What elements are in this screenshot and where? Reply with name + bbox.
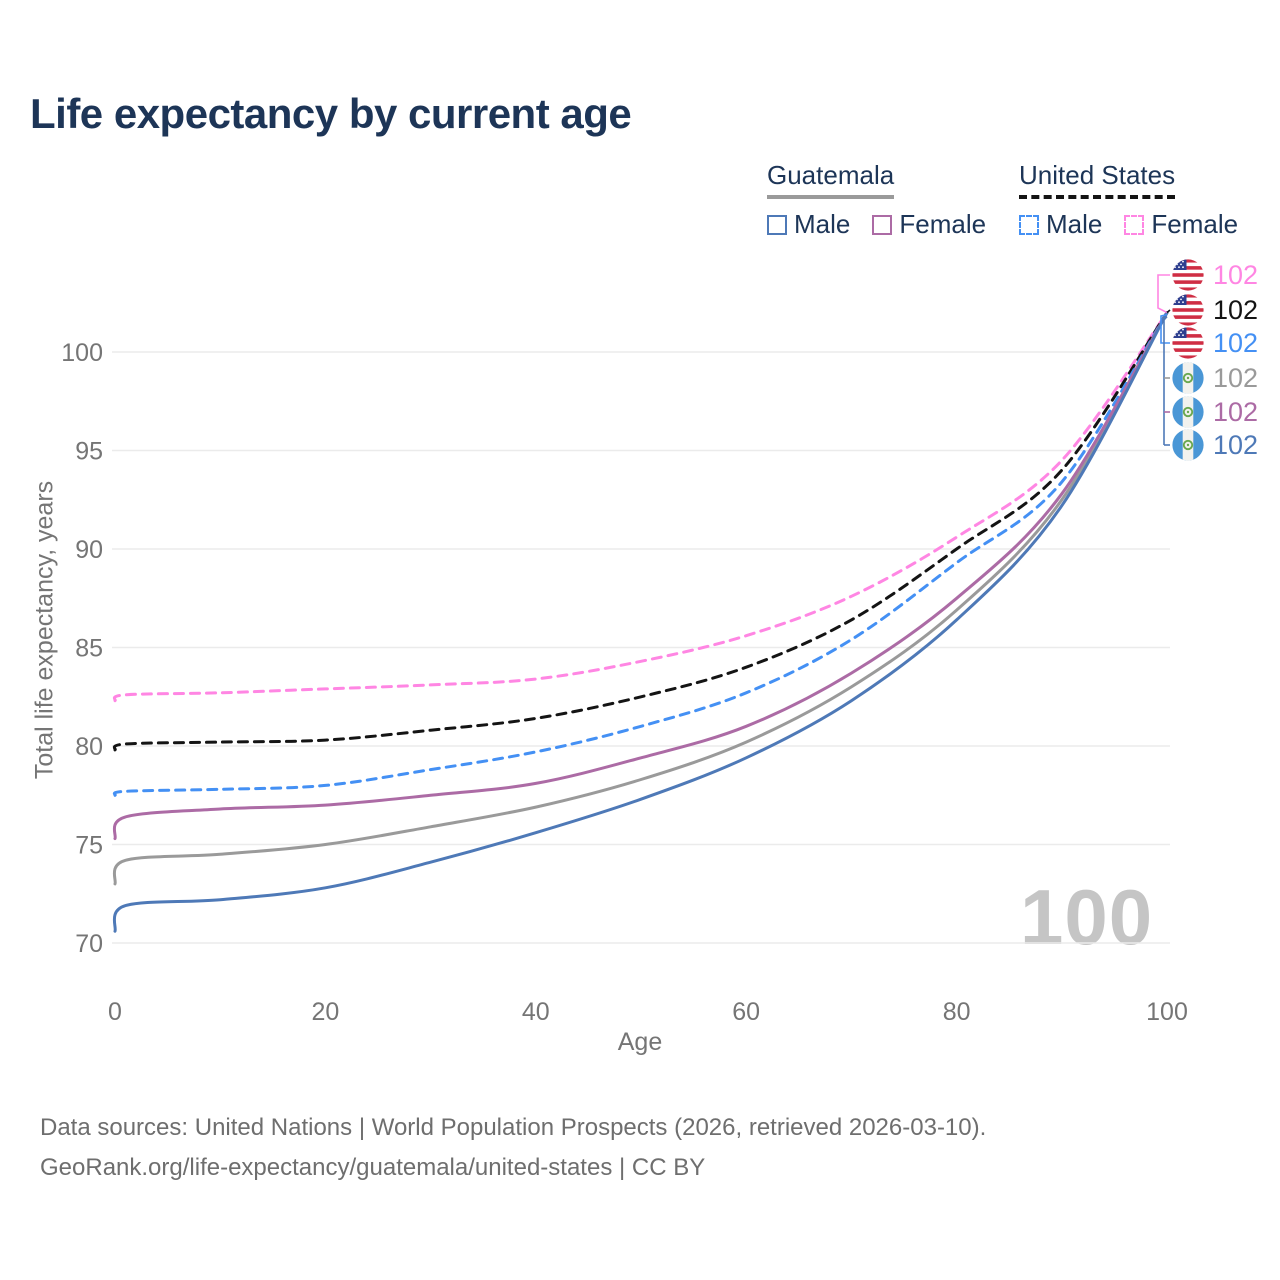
y-tick-label: 90 <box>75 536 103 564</box>
guatemala-flag-icon <box>1172 396 1204 428</box>
legend-label: Female <box>899 209 987 239</box>
guatemala-female-swatch-icon <box>872 214 893 235</box>
age-watermark: 100 <box>1020 873 1154 961</box>
line-chart-plot: 70 75 80 85 90 95 100 0 20 40 60 80 100 <box>61 274 1188 1026</box>
y-tick-label: 85 <box>75 635 103 663</box>
x-tick-label: 40 <box>522 998 550 1026</box>
guatemala-male-swatch-icon <box>767 214 787 235</box>
series-line-united-states-female <box>112 311 1169 703</box>
legend-header-united-states[interactable]: United States <box>1019 160 1176 199</box>
end-label-value: 102 <box>1213 259 1259 290</box>
legend-group-united-states: United States Male Female <box>1019 160 1252 240</box>
legend-label: Female <box>1151 209 1239 239</box>
leader-line <box>1166 309 1171 314</box>
legend-item-guatemala-male[interactable]: Male <box>767 209 850 240</box>
end-label-united-states-female: 102 <box>1172 259 1258 291</box>
end-label-guatemala-female: 102 <box>1172 396 1258 428</box>
guatemala-flag-icon <box>1172 429 1204 461</box>
y-tick-label: 70 <box>75 930 103 958</box>
legend-item-us-female[interactable]: Female <box>1124 209 1238 240</box>
x-tick-label: 100 <box>1146 998 1188 1026</box>
end-label-value: 102 <box>1213 294 1259 325</box>
y-tick-label: 95 <box>75 438 103 466</box>
us-flag-icon <box>1172 294 1204 326</box>
end-label-guatemala-total: 102 <box>1172 362 1258 394</box>
end-label-guatemala-male: 102 <box>1172 429 1258 461</box>
x-tick-label: 20 <box>311 998 339 1026</box>
leader-line <box>1160 313 1170 344</box>
page-title: Life expectancy by current age <box>30 90 632 137</box>
legend-header-guatemala[interactable]: Guatemala <box>767 160 895 199</box>
legend-item-us-male[interactable]: Male <box>1019 209 1102 240</box>
legend-items-guatemala: Male Female <box>767 209 1000 240</box>
legend-items-united-states: Male Female <box>1019 209 1252 240</box>
x-tick-label: 80 <box>943 998 971 1026</box>
x-tick-label: 60 <box>732 998 760 1026</box>
end-label-value: 102 <box>1213 396 1259 427</box>
us-flag-icon <box>1172 259 1204 291</box>
guatemala-flag-icon <box>1172 362 1204 394</box>
y-tick-label: 80 <box>75 733 103 761</box>
end-label-value: 102 <box>1213 362 1259 393</box>
legend-item-guatemala-female[interactable]: Female <box>872 209 986 240</box>
legend-group-guatemala: Guatemala Male Female <box>767 160 1000 240</box>
series-line-united-states-total <box>112 311 1169 752</box>
series-line-guatemala-male <box>112 311 1169 933</box>
y-tick-label: 100 <box>61 339 103 367</box>
series-line-guatemala-total <box>112 311 1169 886</box>
end-label-united-states-male: 102 <box>1172 327 1258 359</box>
y-tick-label: 75 <box>75 832 103 860</box>
series-line-united-states-male <box>112 311 1169 797</box>
legend-label: Male <box>794 209 851 239</box>
series-line-guatemala-female <box>112 311 1169 841</box>
end-label-united-states-total: 102 <box>1172 294 1258 326</box>
x-axis-title: Age <box>617 1028 663 1056</box>
footer-data-sources: Data sources: United Nations | World Pop… <box>40 1114 987 1141</box>
end-label-value: 102 <box>1213 429 1259 460</box>
end-label-value: 102 <box>1213 327 1259 358</box>
leader-line <box>1157 274 1170 314</box>
legend-label: Male <box>1046 209 1103 239</box>
footer: Data sources: United Nations | World Pop… <box>40 1108 986 1188</box>
footer-attribution: GeoRank.org/life-expectancy/guatemala/un… <box>40 1154 706 1181</box>
x-tick-label: 0 <box>108 998 122 1026</box>
us-flag-icon <box>1172 327 1204 359</box>
us-male-swatch-icon <box>1019 214 1039 235</box>
leader-line <box>1163 316 1168 445</box>
us-female-swatch-icon <box>1124 214 1145 235</box>
